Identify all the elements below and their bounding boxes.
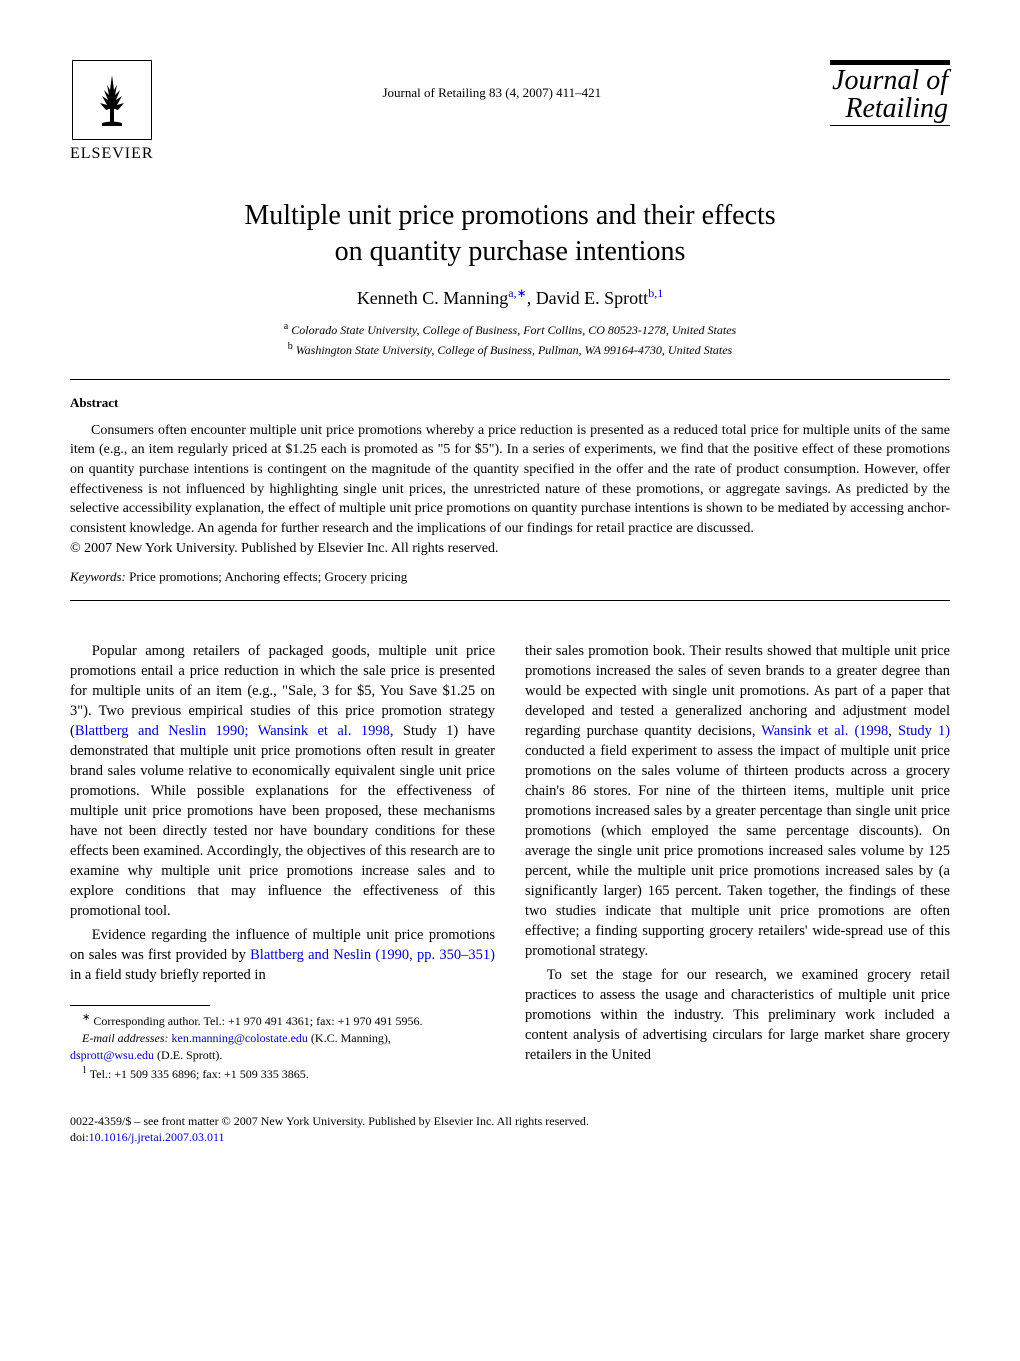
email-footnote-2: dsprott@wsu.edu (D.E. Sprott). xyxy=(70,1047,495,1064)
keywords: Keywords: Price promotions; Anchoring ef… xyxy=(70,569,950,585)
bottom-copyright: 0022-4359/$ – see front matter © 2007 Ne… xyxy=(70,1113,950,1147)
email-footnote: E-mail addresses: ken.manning@colostate.… xyxy=(70,1030,495,1047)
corresponding-author-footnote: ∗ Corresponding author. Tel.: +1 970 491… xyxy=(70,1011,495,1030)
body-paragraph: Popular among retailers of packaged good… xyxy=(70,641,495,921)
email-link[interactable]: dsprott@wsu.edu xyxy=(70,1048,154,1062)
reference-link[interactable]: Blattberg and Neslin (1990, pp. 350–351) xyxy=(250,947,495,963)
journal-logo-line2: Retailing xyxy=(845,93,948,124)
reference-link[interactable]: Study 1) xyxy=(898,723,950,739)
publisher-logo: ELSEVIER xyxy=(70,60,154,163)
affiliation-b: Washington State University, College of … xyxy=(296,343,732,357)
publisher-name: ELSEVIER xyxy=(70,145,154,163)
abstract-heading: Abstract xyxy=(70,395,950,411)
tel-footnote: 1 Tel.: +1 509 335 6896; fax: +1 509 335… xyxy=(70,1064,495,1083)
footnote-divider xyxy=(70,1005,210,1006)
author-sup-2: b,1 xyxy=(648,286,663,300)
page-header: ELSEVIER Journal of Retailing 83 (4, 200… xyxy=(70,60,950,163)
email-link[interactable]: ken.manning@colostate.edu xyxy=(172,1031,308,1045)
body-paragraph: their sales promotion book. Their result… xyxy=(525,641,950,961)
body-columns: Popular among retailers of packaged good… xyxy=(70,641,950,1082)
reference-link[interactable]: Blattberg and Neslin 1990; Wansink et al… xyxy=(75,723,390,739)
divider xyxy=(70,379,950,380)
reference-link[interactable]: Wansink et al. (1998 xyxy=(761,723,888,739)
authors: Kenneth C. Manninga,∗, David E. Sprottb,… xyxy=(70,286,950,309)
keywords-label: Keywords: xyxy=(70,569,126,584)
abstract-text: Consumers often encounter multiple unit … xyxy=(70,421,950,539)
abstract-copyright: © 2007 New York University. Published by… xyxy=(70,541,950,557)
doi-link[interactable]: 10.1016/j.jretai.2007.03.011 xyxy=(89,1130,225,1144)
journal-citation: Journal of Retailing 83 (4, 2007) 411–42… xyxy=(382,85,601,101)
left-column: Popular among retailers of packaged good… xyxy=(70,641,495,1082)
article-title: Multiple unit price promotions and their… xyxy=(70,198,950,271)
elsevier-tree-icon xyxy=(72,60,152,140)
divider xyxy=(70,600,950,601)
right-column: their sales promotion book. Their result… xyxy=(525,641,950,1082)
keywords-text: Price promotions; Anchoring effects; Gro… xyxy=(126,569,407,584)
affiliations: a Colorado State University, College of … xyxy=(70,319,950,359)
journal-logo-line1: Journal of xyxy=(832,65,948,96)
author-sup-1: a,∗ xyxy=(508,286,526,300)
body-paragraph: Evidence regarding the influence of mult… xyxy=(70,925,495,985)
journal-logo: Journal of Retailing xyxy=(830,60,950,126)
affiliation-a: Colorado State University, College of Bu… xyxy=(291,323,736,337)
body-paragraph: To set the stage for our research, we ex… xyxy=(525,965,950,1065)
